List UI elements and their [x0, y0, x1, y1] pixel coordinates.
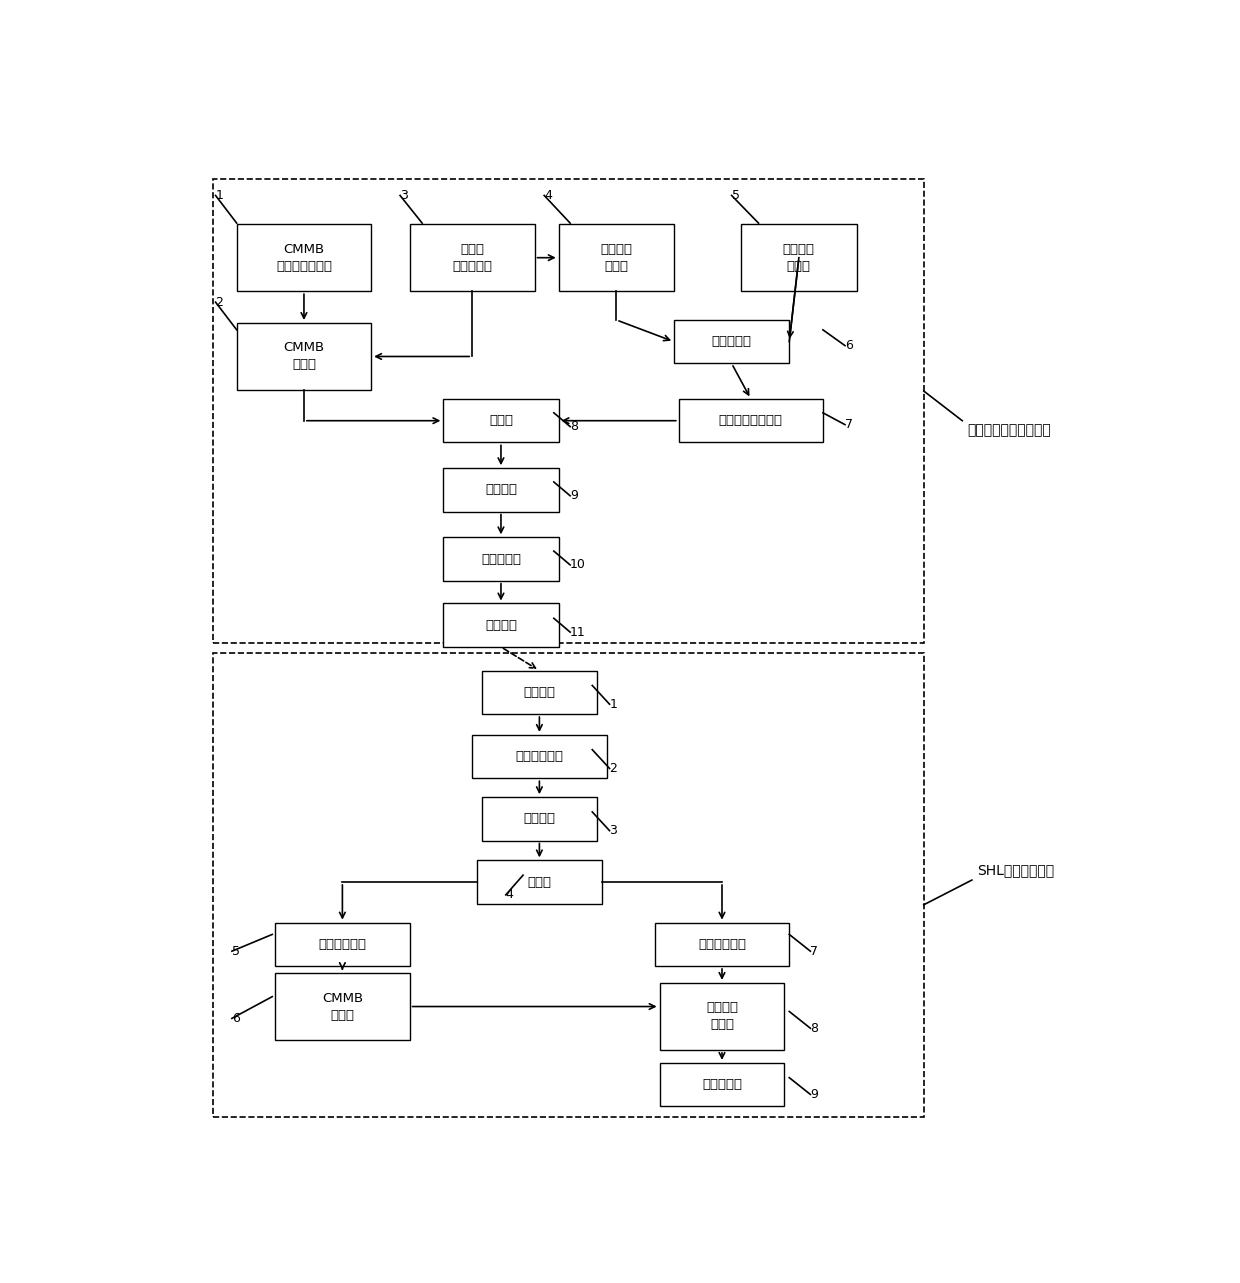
Text: 10: 10 [570, 558, 587, 571]
Text: 异或门电路: 异或门电路 [712, 335, 751, 348]
Bar [472, 735, 606, 779]
Text: 4: 4 [544, 189, 552, 201]
Bar [742, 225, 857, 291]
Bar [444, 538, 558, 581]
Text: 7: 7 [844, 418, 853, 431]
Text: 功率放大器: 功率放大器 [481, 553, 521, 566]
Text: 9: 9 [811, 1088, 818, 1101]
Bar [237, 225, 371, 291]
Text: 1: 1 [216, 189, 223, 201]
Text: 7: 7 [811, 944, 818, 957]
Text: 直接序列合成芯片: 直接序列合成芯片 [719, 414, 782, 427]
Text: 11: 11 [570, 626, 587, 639]
Bar [275, 973, 409, 1041]
Text: 背景噪声
去除器: 背景噪声 去除器 [706, 1002, 738, 1032]
Text: 导航定位信号寄生装置: 导航定位信号寄生装置 [967, 423, 1050, 438]
Text: SHL智能解调装置: SHL智能解调装置 [977, 863, 1054, 878]
Bar [213, 653, 924, 1117]
Text: 3: 3 [401, 189, 408, 201]
Text: 3: 3 [610, 824, 618, 838]
Bar [481, 671, 596, 715]
Text: 上变频器: 上变频器 [485, 484, 517, 497]
Bar [237, 323, 371, 390]
Bar [213, 178, 924, 643]
Text: 8: 8 [811, 1021, 818, 1035]
Bar [675, 319, 789, 363]
Text: 下变频器: 下变频器 [523, 812, 556, 825]
Text: 扩频解调器: 扩频解调器 [702, 1078, 742, 1091]
Bar [275, 922, 409, 966]
Text: 2: 2 [610, 762, 618, 775]
Text: 6: 6 [232, 1012, 239, 1025]
Bar [678, 399, 823, 443]
Text: 5: 5 [232, 944, 239, 957]
Text: 9: 9 [570, 489, 578, 502]
Text: CMMB
解调器: CMMB 解调器 [322, 992, 363, 1021]
Text: 低噪声放大器: 低噪声放大器 [516, 751, 563, 763]
Bar [660, 983, 785, 1049]
Bar [444, 399, 558, 443]
Bar [558, 225, 675, 291]
Text: 高精度
授时接收机: 高精度 授时接收机 [453, 242, 492, 273]
Bar [409, 225, 534, 291]
Bar [655, 922, 789, 966]
Text: 发射天线: 发射天线 [485, 618, 517, 631]
Text: CMMB
激励器: CMMB 激励器 [284, 341, 325, 372]
Text: 5: 5 [732, 189, 739, 201]
Text: 定位信息
生成器: 定位信息 生成器 [600, 242, 632, 273]
Text: 伪随机码
生成器: 伪随机码 生成器 [782, 242, 815, 273]
Text: 1: 1 [610, 698, 618, 711]
Text: 模数采样芯片: 模数采样芯片 [698, 938, 746, 951]
Text: 4: 4 [506, 888, 513, 902]
Text: 接收天线: 接收天线 [523, 686, 556, 699]
Text: 8: 8 [570, 420, 578, 434]
Bar [660, 1062, 785, 1106]
Bar [444, 468, 558, 512]
Text: 合路器: 合路器 [489, 414, 513, 427]
Bar [477, 861, 601, 903]
Text: 模数采样芯片: 模数采样芯片 [319, 938, 366, 951]
Text: 分路器: 分路器 [527, 875, 552, 889]
Text: 6: 6 [844, 339, 853, 352]
Text: CMMB
广播信号复用器: CMMB 广播信号复用器 [277, 242, 332, 273]
Text: 2: 2 [216, 295, 223, 309]
Bar [444, 603, 558, 647]
Bar [481, 797, 596, 840]
